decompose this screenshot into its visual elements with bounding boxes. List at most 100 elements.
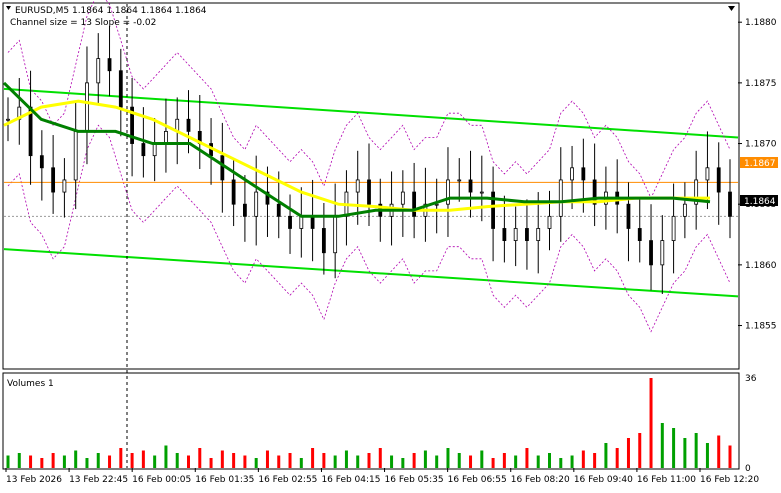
volume-bar bbox=[457, 453, 461, 468]
candle-body bbox=[231, 179, 236, 205]
volume-bar bbox=[209, 458, 213, 468]
candle-body bbox=[468, 179, 473, 193]
candle-body bbox=[592, 179, 597, 205]
volume-bar bbox=[299, 458, 303, 468]
volume-bar bbox=[108, 455, 112, 468]
volume-bar bbox=[141, 450, 145, 468]
volume-bar bbox=[548, 453, 551, 468]
volume-bar bbox=[187, 455, 190, 468]
price-tick-label: 1.1855 bbox=[745, 322, 777, 332]
marked-level-line bbox=[4, 181, 738, 217]
candle-body bbox=[39, 155, 44, 169]
ma-slow-line bbox=[3, 99, 710, 212]
candle-body bbox=[333, 215, 338, 254]
volume-bar bbox=[378, 448, 382, 468]
volume-bar bbox=[29, 455, 33, 468]
volume-bar bbox=[85, 458, 89, 468]
volume-bar bbox=[164, 445, 168, 468]
envelope-upper bbox=[7, 0, 731, 200]
volume-bar bbox=[62, 455, 66, 468]
volume-bar bbox=[17, 453, 21, 468]
volumes-label: Volumes 1 bbox=[7, 379, 54, 389]
candle-body bbox=[637, 228, 642, 241]
candle-body bbox=[626, 203, 631, 229]
volume-bar bbox=[435, 455, 439, 468]
volume-bar bbox=[220, 450, 224, 468]
candle-body bbox=[705, 167, 710, 181]
envelope-bands bbox=[7, 0, 731, 333]
candle-body bbox=[581, 167, 586, 181]
candle-body bbox=[434, 203, 439, 206]
volume-bar bbox=[615, 448, 619, 468]
time-tick-label: 16 Feb 12:20 bbox=[700, 475, 759, 485]
candle-body bbox=[186, 118, 191, 132]
volume-bar bbox=[232, 453, 236, 468]
candle-body bbox=[321, 228, 326, 254]
candle-body bbox=[220, 155, 225, 181]
volume-bars bbox=[6, 378, 732, 468]
volume-bar bbox=[469, 455, 473, 468]
candle-body bbox=[502, 228, 507, 241]
marked-level-label: 1.1867 bbox=[744, 159, 776, 169]
volume-bar bbox=[491, 458, 495, 468]
candle-body bbox=[536, 228, 541, 241]
candle-body bbox=[457, 179, 462, 182]
candle-body bbox=[479, 191, 484, 194]
candle-body bbox=[51, 167, 56, 193]
symbol-menu-icon[interactable] bbox=[6, 6, 11, 10]
volume-bar bbox=[502, 453, 506, 468]
volume-bar bbox=[254, 458, 258, 468]
volume-bar bbox=[277, 455, 281, 468]
volume-bar bbox=[705, 443, 709, 468]
candle-body bbox=[525, 228, 529, 241]
time-tick-label: 13 Feb 22:45 bbox=[69, 475, 128, 485]
volume-bar bbox=[40, 458, 44, 468]
volume-bar bbox=[559, 458, 563, 468]
candle-body bbox=[355, 179, 360, 193]
ma-fast-line bbox=[2, 81, 711, 218]
volume-bar bbox=[390, 455, 394, 468]
time-tick-label: 16 Feb 02:55 bbox=[258, 475, 317, 485]
candle-body bbox=[728, 191, 732, 217]
candle-body bbox=[412, 191, 417, 217]
regression-channel bbox=[3, 87, 739, 298]
volume-bar bbox=[446, 448, 450, 468]
volume-bar bbox=[175, 453, 179, 468]
volume-bar bbox=[96, 453, 100, 468]
volume-bar bbox=[322, 453, 326, 468]
moving-averages bbox=[2, 81, 711, 218]
candle-body bbox=[649, 240, 653, 266]
volume-bar bbox=[626, 438, 630, 468]
price-tick-label: 1.1860 bbox=[745, 261, 777, 271]
volume-bar bbox=[74, 450, 78, 468]
volume-axis: 36 0 bbox=[745, 374, 757, 474]
candle-body bbox=[660, 240, 665, 266]
volume-bar bbox=[6, 455, 10, 468]
candle-body bbox=[558, 179, 563, 217]
time-tick-label: 16 Feb 06:55 bbox=[448, 475, 507, 485]
volume-bar bbox=[130, 453, 134, 468]
candle-body bbox=[96, 58, 101, 84]
candle-body bbox=[299, 215, 304, 229]
time-tick-label: 13 Feb 2026 bbox=[6, 475, 62, 485]
price-panel bbox=[2, 2, 740, 370]
chart-dropdown-icon[interactable] bbox=[728, 6, 735, 11]
current-price-badge bbox=[740, 195, 778, 206]
volume-bar bbox=[51, 453, 55, 468]
envelope-lower bbox=[7, 124, 731, 333]
volume-bar bbox=[536, 455, 540, 468]
price-tick-label: 1.1880 bbox=[745, 18, 777, 28]
channel-upper-line bbox=[3, 87, 739, 139]
candle-body bbox=[276, 203, 281, 217]
volume-bar bbox=[423, 450, 427, 468]
volume-bar bbox=[660, 423, 664, 468]
candle-body bbox=[6, 118, 10, 121]
volume-bar bbox=[672, 428, 676, 468]
candle-body bbox=[130, 106, 134, 144]
candle-body bbox=[547, 215, 552, 229]
candle-body bbox=[107, 58, 112, 72]
volume-bar bbox=[412, 453, 416, 468]
candle-body bbox=[73, 130, 78, 181]
volume-tick-label: 36 bbox=[745, 374, 757, 384]
